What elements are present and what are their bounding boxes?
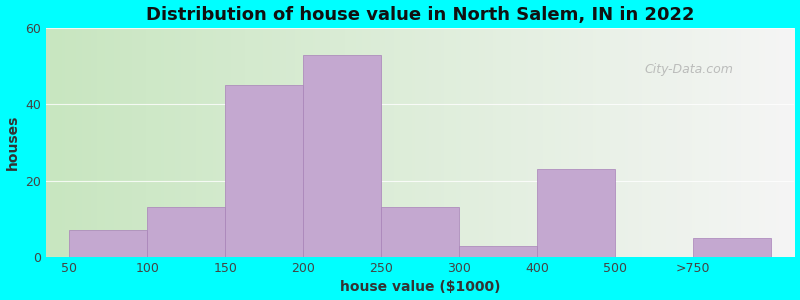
Y-axis label: houses: houses bbox=[6, 115, 19, 170]
Bar bbox=[693, 238, 771, 257]
Text: City-Data.com: City-Data.com bbox=[645, 63, 734, 76]
Title: Distribution of house value in North Salem, IN in 2022: Distribution of house value in North Sal… bbox=[146, 6, 694, 24]
Bar bbox=[303, 55, 381, 257]
Bar bbox=[537, 169, 615, 257]
Bar bbox=[147, 207, 225, 257]
Bar bbox=[225, 85, 303, 257]
Bar bbox=[459, 246, 537, 257]
X-axis label: house value ($1000): house value ($1000) bbox=[340, 280, 500, 294]
Bar bbox=[381, 207, 459, 257]
Bar bbox=[70, 230, 147, 257]
